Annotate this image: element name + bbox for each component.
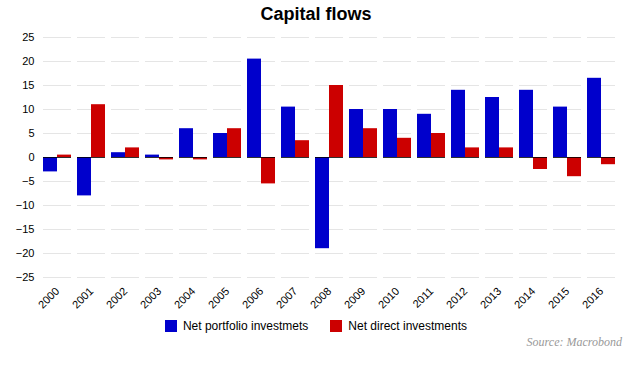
svg-text:−10: −10 [16,199,35,211]
svg-text:2005: 2005 [206,285,232,311]
svg-text:2007: 2007 [274,285,300,311]
svg-text:−20: −20 [16,247,35,259]
html-text:Source: Macrobond: Source: Macrobond [526,335,622,349]
svg-text:15: 15 [22,79,34,91]
svg-text:0: 0 [28,151,34,163]
html-text:Net portfolio investmets: Net portfolio investmets [182,319,309,333]
svg-text:2003: 2003 [138,285,164,311]
svg-text:2015: 2015 [546,285,572,311]
svg-text:2012: 2012 [444,285,470,311]
svg-text:−15: −15 [16,223,35,235]
svg-text:2000: 2000 [36,285,62,311]
svg-text:10: 10 [22,103,34,115]
svg-text:2016: 2016 [580,285,606,311]
html-text:Net direct investments: Net direct investments [348,319,467,333]
svg-text:2008: 2008 [308,285,334,311]
svg-text:−5: −5 [22,175,35,187]
html-text:Capital flows: Capital flows [260,4,372,24]
svg-text:2013: 2013 [478,285,504,311]
svg-text:2009: 2009 [342,285,368,311]
svg-text:2010: 2010 [376,285,402,311]
svg-text:25: 25 [22,31,34,43]
svg-text:2014: 2014 [512,285,538,311]
svg-text:2004: 2004 [172,285,198,311]
svg-text:−25: −25 [16,271,35,283]
svg-text:2001: 2001 [70,285,96,311]
svg-text:2006: 2006 [240,285,266,311]
svg-text:5: 5 [28,127,34,139]
svg-text:20: 20 [22,55,34,67]
svg-text:2002: 2002 [104,285,130,311]
svg-text:2011: 2011 [410,285,435,310]
